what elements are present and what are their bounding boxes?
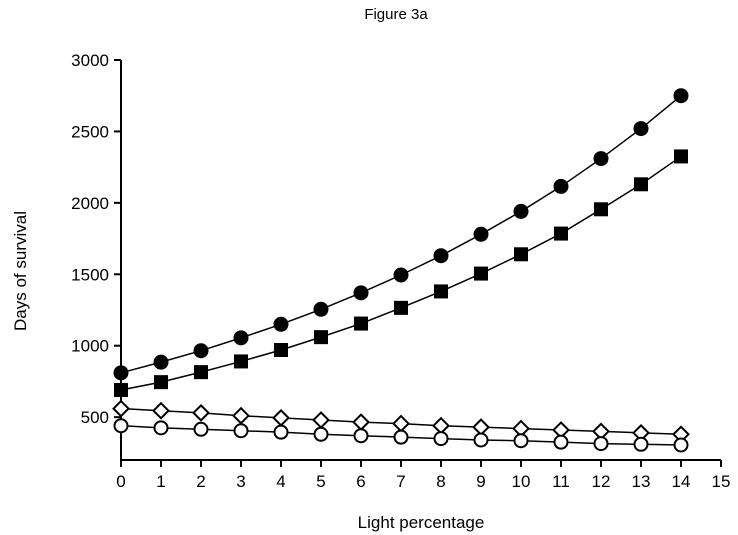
data-point	[313, 301, 329, 317]
x-tick-label: 4	[276, 472, 285, 491]
x-tick-label: 12	[592, 472, 611, 491]
data-point	[594, 202, 608, 217]
data-point	[513, 203, 529, 219]
data-point	[553, 434, 569, 450]
data-point	[352, 413, 370, 432]
data-point	[432, 416, 450, 435]
data-point	[353, 285, 369, 301]
data-point	[354, 316, 368, 331]
data-point	[353, 428, 369, 444]
x-ticks: 0 1 2 3 4 5 6 7 8 9 10 11 12 13 14 15	[116, 460, 730, 491]
x-axis-label: Light percentage	[358, 513, 485, 532]
data-point	[192, 403, 210, 422]
x-tick-label: 3	[236, 472, 245, 491]
data-point	[474, 266, 488, 281]
data-point	[272, 408, 290, 427]
x-tick-label: 6	[356, 472, 365, 491]
data-point	[593, 436, 609, 452]
series-markers	[112, 88, 690, 453]
data-point	[593, 151, 609, 167]
data-point	[113, 418, 129, 434]
data-point	[154, 375, 168, 390]
data-point	[472, 418, 490, 437]
x-tick-label: 7	[396, 472, 405, 491]
data-point	[273, 424, 289, 440]
y-tick-label: 2500	[71, 122, 109, 141]
data-point	[674, 149, 688, 164]
data-point	[193, 343, 209, 359]
data-point	[114, 383, 128, 397]
data-point	[312, 411, 330, 429]
data-point	[274, 343, 288, 357]
data-point	[473, 432, 489, 448]
x-tick-label: 14	[672, 472, 691, 491]
data-point	[433, 431, 449, 447]
x-tick-label: 13	[632, 472, 651, 491]
data-point	[633, 121, 649, 137]
data-point	[433, 248, 449, 264]
data-point	[554, 226, 568, 241]
data-point	[673, 88, 689, 104]
data-point	[194, 365, 208, 380]
series-line	[120, 95, 682, 374]
x-tick-label: 5	[316, 472, 325, 491]
data-point	[153, 420, 169, 436]
data-point	[393, 267, 409, 283]
data-point	[434, 284, 448, 299]
y-axis-label: Days of survival	[11, 211, 30, 331]
x-tick-label: 15	[712, 472, 731, 491]
data-point	[232, 406, 250, 425]
data-point	[392, 414, 410, 433]
y-tick-label: 1500	[71, 265, 109, 284]
data-point	[193, 421, 209, 437]
x-tick-label: 10	[512, 472, 531, 491]
x-tick-label: 0	[116, 472, 125, 491]
data-point	[314, 330, 328, 345]
data-point	[112, 399, 130, 418]
data-point	[234, 354, 248, 369]
y-tick-label: 2000	[71, 194, 109, 213]
plot-area: 0 1 2 3 4 5 6 7 8 9 10 11 12 13 14 15 50010001500200025…	[71, 51, 730, 491]
data-point	[233, 330, 249, 346]
x-tick-label: 1	[156, 472, 165, 491]
data-point	[393, 429, 409, 445]
data-point	[513, 433, 529, 449]
y-tick-label: 500	[81, 408, 109, 427]
chart-title: Figure 3a	[364, 6, 428, 23]
data-point	[313, 426, 329, 442]
data-point	[233, 423, 249, 439]
y-ticks: 500 1000 1500 2000 2500 3000	[71, 51, 121, 427]
data-point	[514, 247, 528, 262]
data-point	[673, 437, 689, 453]
y-tick-label: 3000	[71, 51, 109, 70]
x-tick-label: 11	[552, 472, 570, 491]
data-point	[152, 401, 170, 420]
data-point	[633, 436, 649, 452]
x-tick-label: 2	[196, 472, 205, 491]
data-point	[473, 226, 489, 242]
data-point	[634, 177, 648, 192]
data-point	[273, 316, 289, 332]
x-tick-label: 9	[476, 472, 485, 491]
data-point	[553, 178, 569, 194]
data-point	[153, 354, 169, 370]
y-tick-label: 1000	[71, 337, 109, 356]
data-point	[394, 300, 408, 315]
data-point	[113, 365, 129, 381]
x-tick-label: 8	[436, 472, 445, 491]
